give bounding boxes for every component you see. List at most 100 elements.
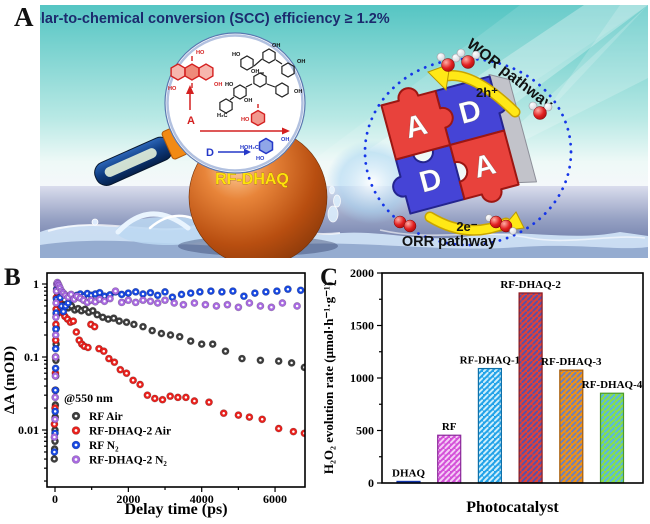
bar-label: RF-DHAQ-3 bbox=[541, 356, 602, 368]
point-highlight bbox=[54, 389, 57, 392]
point-highlight bbox=[172, 301, 176, 305]
bar-label: RF bbox=[442, 421, 457, 433]
point-highlight bbox=[182, 303, 185, 306]
point-highlight bbox=[275, 289, 279, 293]
plot-frame-b bbox=[46, 272, 306, 488]
point-highlight bbox=[93, 325, 96, 328]
point-highlight bbox=[134, 301, 137, 304]
point-highlight bbox=[83, 308, 87, 311]
scatter-series-b bbox=[50, 278, 305, 463]
legend-marker-highlight bbox=[74, 458, 78, 461]
point-highlight bbox=[98, 297, 101, 301]
point-highlight bbox=[248, 301, 251, 305]
point-highlight bbox=[54, 301, 58, 305]
point-highlight bbox=[114, 289, 117, 293]
panel-label-a: A bbox=[14, 2, 34, 32]
bar-RF bbox=[437, 434, 462, 484]
svg-text:OH: OH bbox=[294, 89, 302, 95]
point-highlight bbox=[54, 327, 58, 331]
svg-text:OH: OH bbox=[214, 82, 222, 88]
y-tick-label: 500 bbox=[356, 424, 374, 438]
plot-frame-c bbox=[381, 272, 644, 484]
y-tick-label: 1000 bbox=[350, 371, 374, 385]
legend-b: @550 nm RF Air RF-DHAQ-2 Air RF N₂ RF-DHAQ-2… bbox=[64, 391, 171, 467]
point-highlight bbox=[290, 361, 293, 365]
orr-pathway-label: ORR pathway bbox=[402, 234, 496, 250]
legend-marker-highlight bbox=[74, 414, 78, 418]
point-highlight bbox=[134, 290, 137, 294]
y-tick-label: 2000 bbox=[350, 266, 374, 280]
droplet-column bbox=[327, 185, 341, 223]
point-highlight bbox=[180, 293, 183, 296]
x-axis-title-b: Delay time (ps) bbox=[124, 501, 227, 518]
point-highlight bbox=[146, 393, 149, 397]
point-highlight bbox=[53, 418, 57, 421]
point-highlight bbox=[277, 359, 280, 363]
point-highlight bbox=[108, 297, 112, 300]
dotted-cycle bbox=[363, 57, 573, 247]
magnifier: HO OH HO OH HO OH OH HO OH bbox=[94, 32, 306, 186]
point-highlight bbox=[198, 290, 202, 294]
point-highlight bbox=[131, 379, 135, 382]
point-highlight bbox=[259, 304, 262, 308]
point-highlight bbox=[53, 396, 57, 399]
point-highlight bbox=[107, 357, 111, 360]
point-highlight bbox=[75, 330, 78, 334]
bar-label: DHAQ bbox=[392, 467, 425, 479]
point-highlight bbox=[163, 298, 167, 302]
panel-c-chart: 0 500 1000 1500 2000 DHAQ RF RF-DHAQ-1 RF-DHAQ-2… bbox=[321, 266, 644, 516]
panel-label-b: B bbox=[4, 264, 21, 291]
point-highlight bbox=[77, 338, 81, 342]
point-highlight bbox=[141, 325, 145, 328]
point-highlight bbox=[103, 300, 106, 303]
point-highlight bbox=[54, 347, 57, 350]
sphere-label: RF-DHAQ bbox=[215, 171, 289, 188]
point-highlight bbox=[120, 301, 123, 304]
legend-label: RF-DHAQ-2 N₂ bbox=[89, 455, 167, 467]
bar-RF-DHAQ-4 bbox=[599, 392, 625, 484]
point-highlight bbox=[54, 323, 58, 326]
oxygen-molecule bbox=[393, 215, 417, 233]
point-highlight bbox=[169, 333, 172, 337]
donor-letter: D bbox=[206, 147, 214, 159]
puzzle-piece-br bbox=[449, 129, 520, 203]
point-highlight bbox=[54, 333, 57, 337]
point-highlight bbox=[161, 398, 164, 401]
bar-RF-DHAQ-3 bbox=[559, 369, 584, 484]
point-highlight bbox=[54, 316, 58, 319]
svg-text:HO: HO bbox=[241, 117, 250, 123]
svg-text:HO: HO bbox=[225, 82, 234, 88]
panel-label-c: C bbox=[320, 264, 339, 291]
point-highlight bbox=[240, 357, 244, 360]
point-highlight bbox=[160, 332, 163, 335]
point-highlight bbox=[299, 289, 302, 292]
svg-text:OH: OH bbox=[297, 59, 305, 65]
wave-mid bbox=[40, 240, 648, 258]
point-highlight bbox=[226, 303, 229, 306]
x-tick-label: 6000 bbox=[263, 492, 287, 506]
point-highlight bbox=[66, 301, 70, 305]
point-highlight bbox=[141, 292, 145, 296]
svg-text:HO: HO bbox=[232, 52, 241, 58]
legend-label: RF Air bbox=[89, 411, 123, 423]
point-highlight bbox=[149, 291, 152, 294]
point-highlight bbox=[178, 335, 181, 338]
legend-label: RF N₂ bbox=[89, 440, 119, 452]
point-highlight bbox=[156, 294, 159, 297]
point-highlight bbox=[189, 291, 192, 295]
tick-labels-b: 0 2000 4000 6000 1 0.1 0.01 bbox=[18, 277, 287, 506]
point-highlight bbox=[113, 360, 116, 364]
point-highlight bbox=[281, 301, 284, 305]
point-highlight bbox=[62, 310, 65, 313]
bar-label: RF-DHAQ-4 bbox=[582, 379, 643, 391]
point-highlight bbox=[184, 396, 188, 399]
point-highlight bbox=[260, 418, 264, 421]
acceptor-letter: A bbox=[187, 115, 195, 127]
point-highlight bbox=[222, 411, 225, 415]
point-highlight bbox=[149, 300, 152, 303]
svg-text:H₂C: H₂C bbox=[217, 113, 228, 119]
point-highlight bbox=[163, 290, 167, 294]
point-highlight bbox=[53, 435, 56, 439]
point-highlight bbox=[112, 316, 115, 320]
